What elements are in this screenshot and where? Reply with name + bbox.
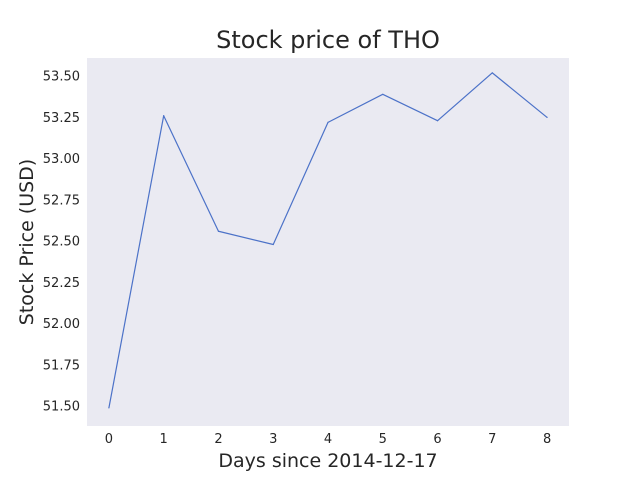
x-tick-label: 4 bbox=[324, 432, 332, 447]
y-tick-label: 51.75 bbox=[43, 358, 80, 373]
x-tick-label: 0 bbox=[105, 432, 113, 447]
x-tick-label: 5 bbox=[379, 432, 387, 447]
x-tick-label: 6 bbox=[433, 432, 441, 447]
series-layer bbox=[108, 72, 548, 409]
x-tick-label: 2 bbox=[214, 432, 222, 447]
data-point bbox=[436, 120, 439, 122]
data-point bbox=[382, 93, 384, 95]
data-point bbox=[272, 243, 274, 246]
y-tick-label: 53.50 bbox=[43, 70, 80, 85]
data-point bbox=[327, 121, 329, 123]
data-point bbox=[108, 407, 110, 409]
y-tick-label: 52.75 bbox=[43, 193, 80, 208]
x-axis-label: Days since 2014-12-17 bbox=[218, 450, 437, 472]
y-tick-label: 52.50 bbox=[43, 235, 80, 250]
data-point bbox=[491, 72, 493, 74]
x-tick-label: 7 bbox=[488, 432, 496, 447]
y-tick-labels: 51.50 51.75 52.00 52.25 52.50 52.75 53.00 53.25… bbox=[43, 70, 80, 415]
plot-background bbox=[87, 58, 569, 426]
y-tick-label: 51.50 bbox=[43, 400, 80, 415]
x-tick-label: 8 bbox=[543, 432, 551, 447]
y-tick-label: 53.00 bbox=[43, 152, 80, 167]
y-tick-label: 53.25 bbox=[43, 111, 80, 126]
data-point bbox=[217, 230, 220, 232]
x-tick-label: 1 bbox=[160, 432, 168, 447]
y-axis-label: Stock Price (USD) bbox=[16, 159, 38, 325]
x-tick-labels: 0 1 2 3 4 5 6 7 8 bbox=[105, 432, 551, 447]
x-tick-label: 3 bbox=[269, 432, 277, 447]
y-tick-label: 52.00 bbox=[43, 317, 80, 332]
chart-title: Stock price of THO bbox=[216, 26, 440, 54]
data-point bbox=[163, 115, 165, 117]
y-tick-label: 52.25 bbox=[43, 276, 80, 291]
data-point bbox=[546, 116, 548, 119]
